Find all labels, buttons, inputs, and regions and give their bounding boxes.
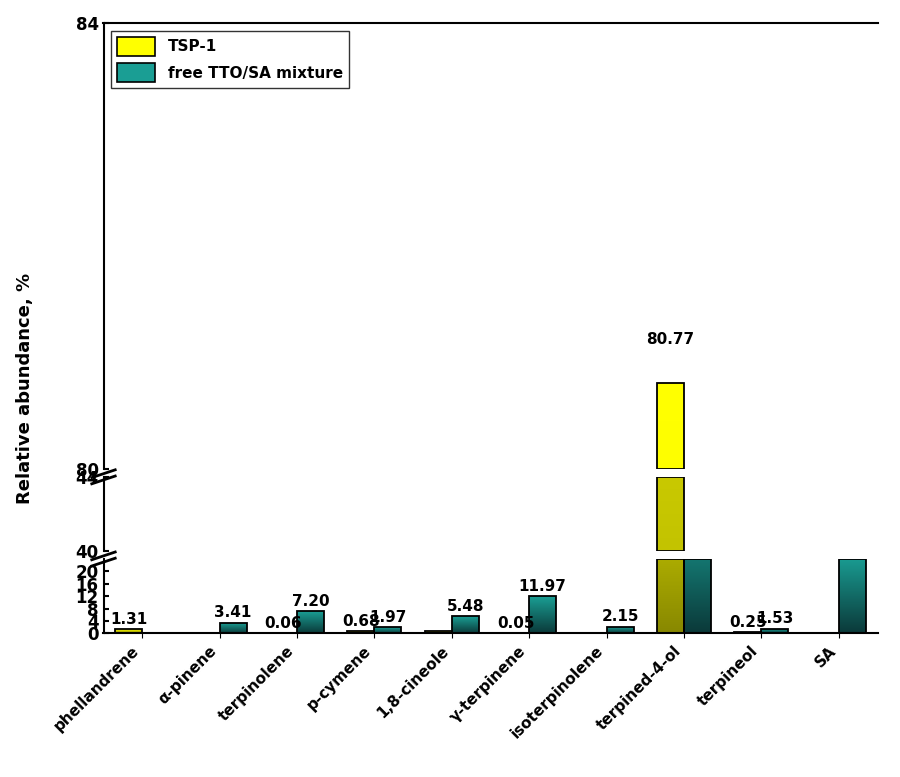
Text: Relative abundance, %: Relative abundance, %: [16, 273, 34, 504]
Text: 0.68: 0.68: [342, 614, 380, 629]
Text: 11.97: 11.97: [518, 579, 567, 594]
Bar: [761, 629, 788, 633]
Bar: [657, 477, 684, 551]
Text: 0.05: 0.05: [497, 615, 535, 631]
Bar: [529, 596, 556, 633]
Bar: [115, 629, 142, 633]
Text: 0.06: 0.06: [265, 615, 302, 631]
Bar: [607, 626, 634, 633]
Bar: [425, 631, 452, 633]
Bar: [657, 559, 684, 633]
Legend: TSP-1, free TTO/SA mixture: TSP-1, free TTO/SA mixture: [111, 31, 349, 88]
Text: 7.20: 7.20: [292, 594, 329, 608]
Text: 80.77: 80.77: [646, 333, 695, 347]
Text: 5.48: 5.48: [446, 599, 484, 614]
Bar: [297, 611, 324, 633]
Text: 1.97: 1.97: [369, 610, 407, 625]
Text: 3.41: 3.41: [214, 605, 252, 620]
Text: 2.15: 2.15: [601, 609, 639, 624]
Bar: [452, 616, 479, 633]
Text: 0.25: 0.25: [729, 615, 767, 630]
Text: 1.53: 1.53: [756, 611, 794, 626]
Bar: [347, 631, 374, 633]
Bar: [684, 559, 711, 633]
Text: 1.31: 1.31: [110, 611, 148, 627]
Bar: [374, 627, 401, 633]
Bar: [839, 559, 866, 633]
Bar: [657, 383, 684, 469]
Bar: [220, 622, 247, 633]
